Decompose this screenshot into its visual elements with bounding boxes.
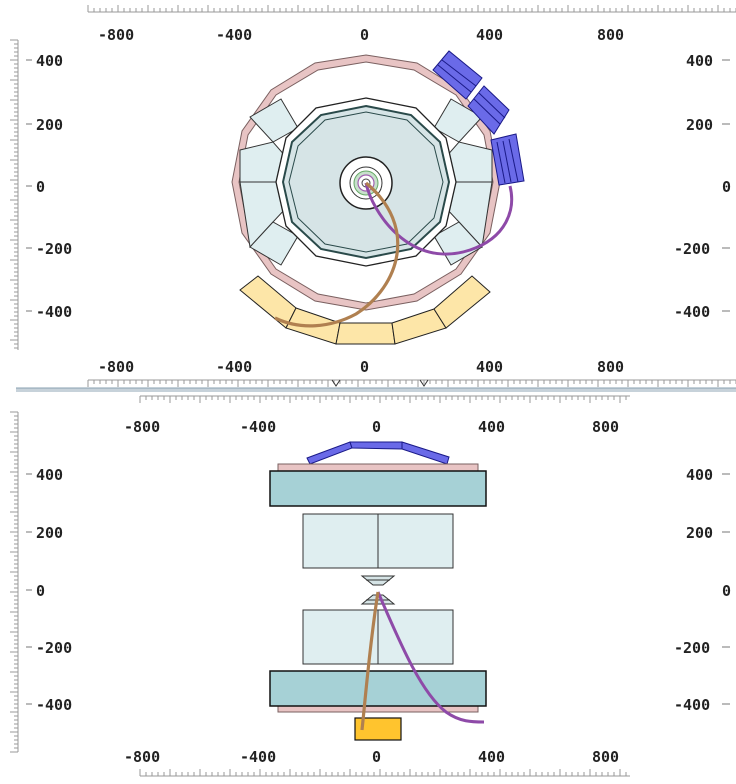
x-tick-label: 800 [597,26,624,44]
ecal-blocks-rz [302,513,454,665]
barrel-bottom [269,670,487,707]
coil-strip-top [277,463,479,472]
x-tick-label: 800 [592,748,619,766]
y-tick-label-right: 400 [686,466,713,484]
x-tick-label: 0 [372,748,381,766]
track-brown [360,591,380,731]
y-tick-label-right: -200 [674,639,710,657]
muon-chambers-rz [306,441,450,465]
xy-view-pane[interactable]: -800 -400 0 400 800 -800 -400 0 400 800 … [0,0,736,392]
y-tick-label: -400 [36,303,72,321]
view-splitter[interactable] [16,386,736,394]
x-tick-label: 0 [372,418,381,436]
track-purple [364,182,514,256]
left-ruler [10,39,19,350]
y-tick-label: 0 [36,178,45,196]
bottom-left-ruler [10,411,19,753]
ecal-segments [239,98,493,266]
y-tick-label-right: 0 [722,178,731,196]
hcal-block-rz [354,717,402,741]
x-tick-label: 800 [592,418,619,436]
x-tick-label: 400 [476,358,503,376]
muon-chambers [432,50,525,186]
y-tick-label: -400 [36,696,72,714]
y-tick-label: -200 [36,639,72,657]
x-tick-label: 0 [360,26,369,44]
y-tick-label-right: 200 [686,524,713,542]
bottom-top-ruler [139,395,630,403]
x-tick-label: 800 [597,358,624,376]
y-tick-label-right: 400 [686,52,713,70]
y-tick-label: 0 [36,582,45,600]
y-tick-label-right: -400 [674,696,710,714]
x-tick-label: -800 [98,26,134,44]
y-tick-label: 200 [36,116,63,134]
bottom-bottom-ruler [139,769,630,777]
x-tick-label: -400 [240,748,276,766]
hcal-segments [239,275,491,345]
y-tick-label: 400 [36,52,63,70]
x-tick-label: 0 [360,358,369,376]
y-tick-label: -200 [36,240,72,258]
xy-view-canvas[interactable]: -800 -400 0 400 800 -800 -400 0 400 800 … [0,0,736,392]
x-tick-label: 400 [476,26,503,44]
bottom-ruler [87,379,736,387]
rz-view-pane[interactable]: -800 -400 0 400 800 -800 -400 0 400 800 … [0,392,736,784]
track-purple [376,591,485,724]
y-tick-label-right: -400 [674,303,710,321]
x-tick-label: -400 [216,26,252,44]
top-ruler [87,5,736,13]
x-tick-label: -400 [240,418,276,436]
y-tick-label: 200 [36,524,63,542]
y-tick-label-right: 200 [686,116,713,134]
y-tick-label-right: 0 [722,582,731,600]
y-tick-label: 400 [36,466,63,484]
x-tick-label: -800 [124,418,160,436]
x-tick-label: -400 [216,358,252,376]
x-tick-label: -800 [124,748,160,766]
y-tick-label-right: -200 [674,240,710,258]
x-tick-label: 400 [478,418,505,436]
track-brown [274,181,400,328]
barrel-top [269,470,487,507]
x-tick-label: -800 [98,358,134,376]
x-tick-label: 400 [478,748,505,766]
rz-view-canvas[interactable]: -800 -400 0 400 800 -800 -400 0 400 800 … [0,392,736,784]
